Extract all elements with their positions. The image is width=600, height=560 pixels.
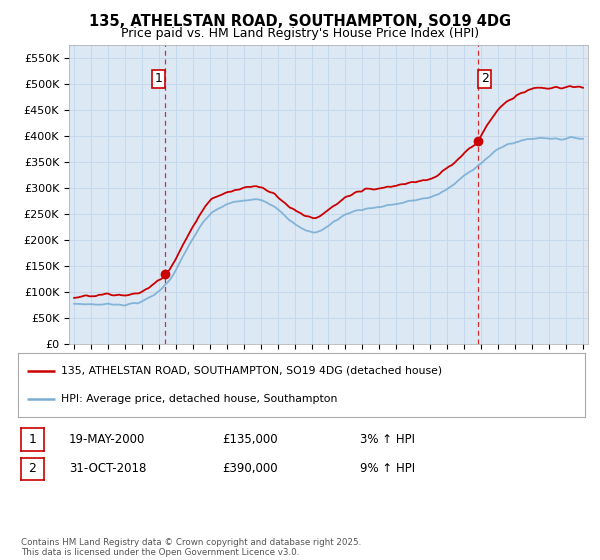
Text: 31-OCT-2018: 31-OCT-2018 [69,462,146,475]
Text: 9% ↑ HPI: 9% ↑ HPI [360,462,415,475]
Text: 19-MAY-2000: 19-MAY-2000 [69,433,145,446]
Text: 135, ATHELSTAN ROAD, SOUTHAMPTON, SO19 4DG (detached house): 135, ATHELSTAN ROAD, SOUTHAMPTON, SO19 4… [61,366,442,376]
Point [51,396,58,403]
Text: £135,000: £135,000 [222,433,278,446]
Text: 2: 2 [28,462,37,475]
Text: 1: 1 [155,72,163,85]
Text: Price paid vs. HM Land Registry's House Price Index (HPI): Price paid vs. HM Land Registry's House … [121,27,479,40]
Text: £390,000: £390,000 [222,462,278,475]
Text: 135, ATHELSTAN ROAD, SOUTHAMPTON, SO19 4DG: 135, ATHELSTAN ROAD, SOUTHAMPTON, SO19 4… [89,14,511,29]
Point [23,396,30,403]
Point [51,367,58,374]
Text: 2: 2 [481,72,488,85]
Point [23,367,30,374]
Text: 1: 1 [28,433,37,446]
Text: Contains HM Land Registry data © Crown copyright and database right 2025.
This d: Contains HM Land Registry data © Crown c… [21,538,361,557]
Text: HPI: Average price, detached house, Southampton: HPI: Average price, detached house, Sout… [61,394,337,404]
Text: 3% ↑ HPI: 3% ↑ HPI [360,433,415,446]
